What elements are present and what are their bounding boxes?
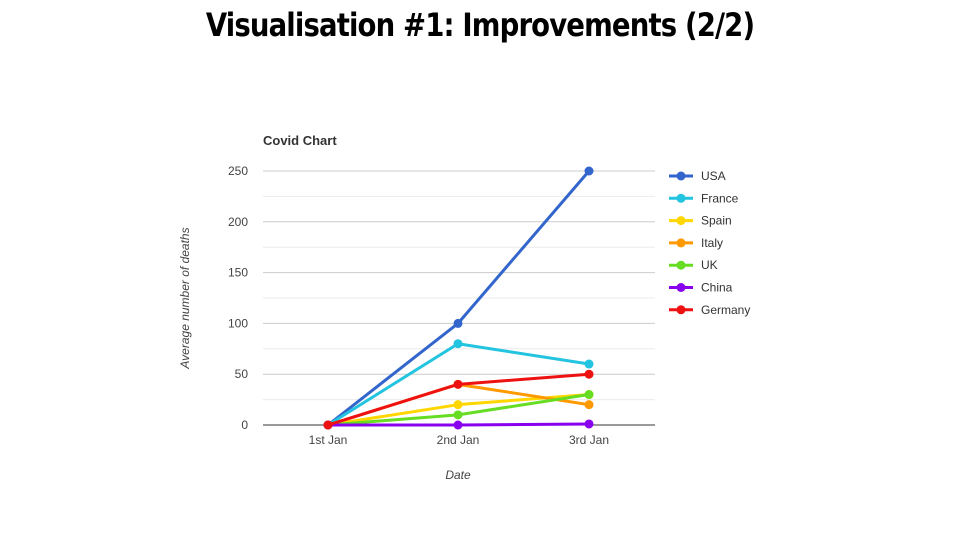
legend-item-italy: Italy bbox=[669, 236, 723, 250]
legend-swatch-marker bbox=[676, 171, 686, 181]
legend-swatch-marker bbox=[676, 260, 686, 270]
data-point-germany bbox=[323, 420, 333, 430]
legend-swatch-marker bbox=[676, 216, 686, 226]
x-axis-ticks: 1st Jan 2nd Jan 3rd Jan bbox=[309, 433, 609, 447]
legend-swatch-marker bbox=[676, 193, 686, 203]
gridlines bbox=[263, 170, 655, 401]
series-germany bbox=[323, 369, 594, 430]
data-point-germany bbox=[584, 369, 594, 379]
x-axis-title: Date bbox=[445, 468, 471, 482]
legend-item-spain: Spain bbox=[669, 214, 732, 228]
data-point-france bbox=[584, 359, 594, 369]
legend-item-uk: UK bbox=[669, 258, 718, 272]
data-point-china bbox=[453, 420, 463, 430]
legend-label: China bbox=[701, 281, 733, 295]
legend-swatch-marker bbox=[676, 238, 686, 248]
legend-label: France bbox=[701, 191, 739, 205]
x-tick-label: 2nd Jan bbox=[437, 433, 480, 447]
legend-swatch-marker bbox=[676, 305, 686, 315]
legend: USA France Spain Italy UK China Germany bbox=[669, 169, 750, 317]
y-tick-label: 50 bbox=[235, 367, 249, 381]
data-point-italy bbox=[584, 400, 594, 410]
chart-title: Covid Chart bbox=[263, 133, 337, 148]
slide-title: Visualisation #1: Improvements (2/2) bbox=[205, 6, 755, 44]
series-lines bbox=[323, 166, 594, 430]
data-point-usa bbox=[584, 166, 594, 176]
y-tick-label: 200 bbox=[228, 215, 248, 229]
data-point-france bbox=[453, 339, 463, 349]
legend-label: USA bbox=[701, 169, 726, 183]
legend-label: Spain bbox=[701, 214, 732, 228]
legend-item-usa: USA bbox=[669, 169, 726, 183]
data-point-china bbox=[584, 419, 594, 429]
legend-item-germany: Germany bbox=[669, 303, 750, 317]
y-tick-label: 150 bbox=[228, 266, 248, 280]
y-tick-label: 0 bbox=[241, 418, 248, 432]
legend-item-france: France bbox=[669, 191, 739, 205]
data-point-spain bbox=[453, 400, 463, 410]
data-point-germany bbox=[453, 379, 463, 389]
legend-label: Germany bbox=[701, 303, 750, 317]
x-tick-label: 3rd Jan bbox=[569, 433, 609, 447]
data-point-uk bbox=[584, 390, 594, 400]
y-axis-title: Average number of deaths bbox=[178, 227, 192, 369]
legend-swatch-marker bbox=[676, 283, 686, 292]
x-tick-label: 1st Jan bbox=[309, 433, 348, 447]
y-tick-label: 250 bbox=[228, 164, 248, 178]
legend-label: UK bbox=[701, 258, 718, 272]
legend-item-china: China bbox=[669, 281, 733, 295]
data-point-uk bbox=[453, 410, 463, 420]
data-point-usa bbox=[453, 318, 463, 328]
y-tick-label: 100 bbox=[228, 316, 248, 330]
y-axis-ticks: 0 50 100 150 200 250 bbox=[228, 164, 248, 432]
legend-label: Italy bbox=[701, 236, 723, 250]
